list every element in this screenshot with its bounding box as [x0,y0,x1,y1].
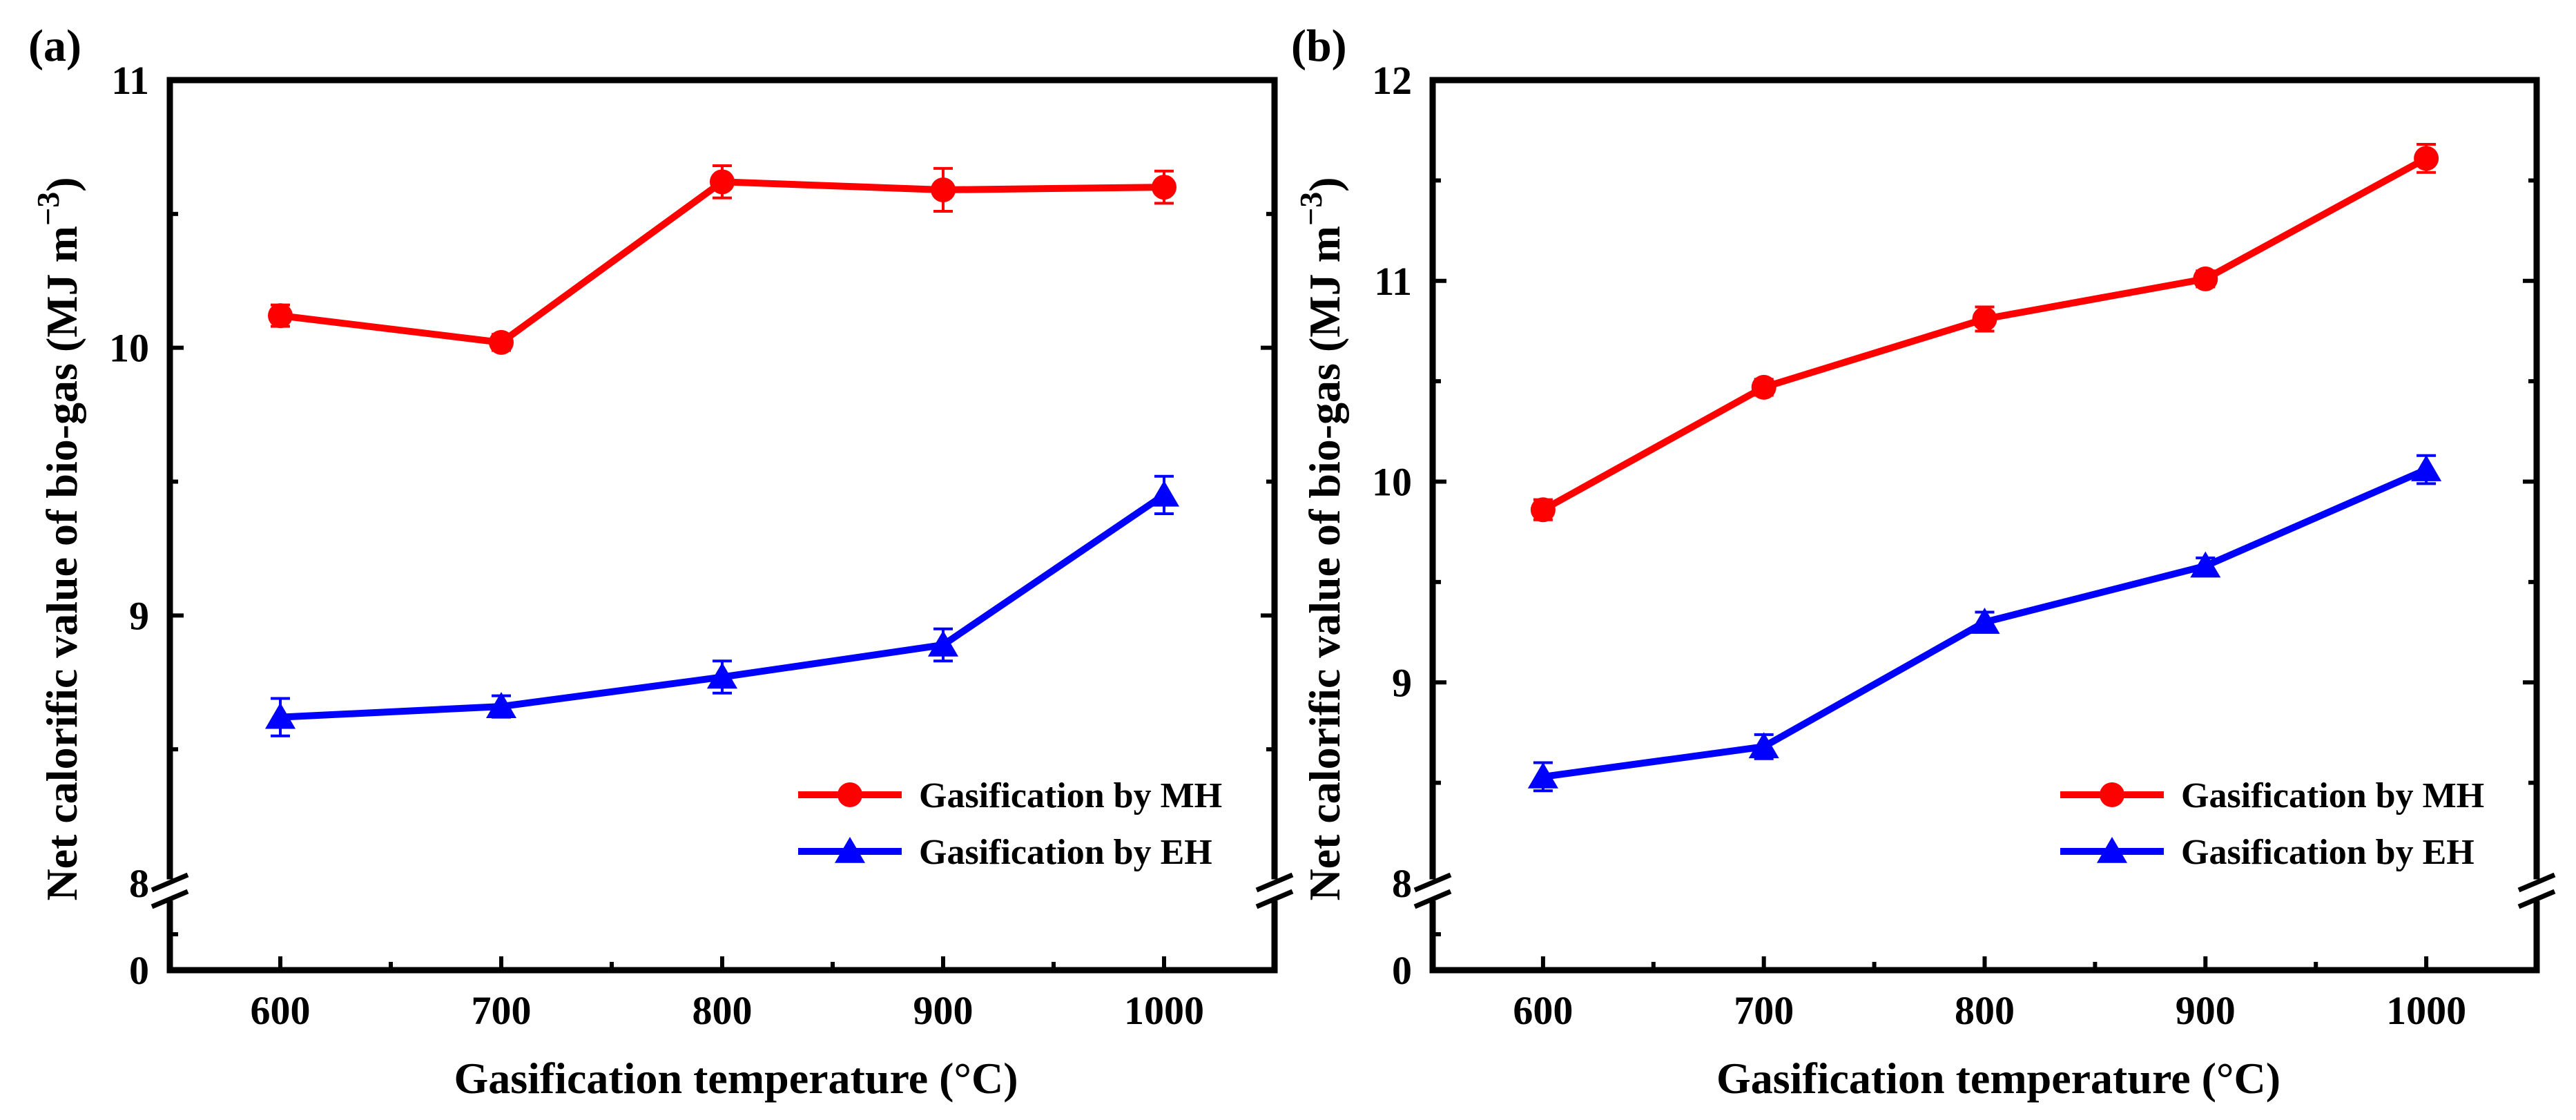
y-tick-label: 8 [1392,861,1412,906]
data-point-triangle [1969,608,2000,634]
y-tick-label: 12 [1372,58,1412,103]
axis-break-mark [1413,872,1452,909]
x-tick-label: 1000 [1124,988,1204,1033]
data-point-triangle [1748,732,1779,759]
y-tick-label: 9 [129,593,149,638]
data-point-circle [1530,497,1556,523]
axis-break-slash [2517,872,2556,893]
axis-break-slash [2517,889,2556,909]
data-point-triangle [2411,455,2442,481]
panel-b: 8 9 10 11 12 0 600 700 800 900 1000 Gasification te… [1291,21,2556,1103]
legend-marker-triangle [834,837,866,863]
legend-marker-triangle [2096,837,2128,863]
y-axis-title: Net calorific value of bio-gas (MJ m−3) [30,177,86,900]
legend-marker-circle [837,782,862,807]
panel-label: (a) [28,21,81,71]
y-tick-label: 9 [1392,660,1412,705]
legend-entry: Gasification by MH [919,776,1222,815]
axis-break-slash [151,889,189,909]
y-tick-label: 8 [129,861,149,906]
x-axis-title: Gasification temperature (°C) [454,1054,1018,1103]
data-point-circle [2193,266,2218,291]
data-point-triangle [1148,480,1180,507]
data-point-circle [931,177,956,202]
axis-break-slash [151,872,189,893]
x-tick-label: 700 [472,988,532,1033]
data-point-circle [710,169,735,195]
y-tick-label: 10 [109,326,149,371]
axis-break-slash [1413,889,1452,909]
legend-entry: Gasification by MH [2181,776,2484,815]
data-point-triangle [485,692,517,718]
data-point-circle [268,303,293,329]
legend: Gasification by MH Gasification by EH [2060,776,2484,872]
axis-break-mark [2517,872,2556,909]
x-tick-label: 800 [1955,988,2015,1033]
panel-label: (b) [1291,21,1347,71]
y-axis-title-main: Net calorific value of bio-gas (MJ m [1300,226,1349,901]
legend: Gasification by MH Gasification by EH [798,776,1222,872]
data-point-circle [1152,175,1176,200]
y-tick-label: 10 [1372,460,1412,505]
x-tick-label: 800 [693,988,753,1033]
data-point-circle [489,329,514,355]
data-point-triangle [706,662,738,689]
legend-entry: Gasification by EH [2181,833,2475,872]
y-axis-title-close: ) [1300,177,1349,191]
x-tick-label: 900 [2176,988,2236,1033]
panel-a: 8 9 10 11 0 600 700 800 900 1000 Gasification temp… [28,21,1294,1103]
series-line [280,178,1165,346]
data-point-triangle [2190,551,2221,578]
series-line [1541,155,2428,513]
legend-entry: Gasification by EH [919,833,1212,872]
x-axis-title: Gasification temperature (°C) [1716,1054,2280,1103]
y-tick-label-zero: 0 [1392,948,1412,993]
data-point-triangle [1527,762,1558,789]
x-tick-label: 600 [1513,988,1573,1033]
y-axis-title: Net calorific value of bio-gas (MJ m−3) [1293,177,1349,900]
y-tick-label-zero: 0 [129,948,149,993]
y-axis-title-close: ) [37,177,86,191]
axis-break-slash [1255,889,1294,909]
y-tick-label: 11 [111,58,149,103]
y-axis-title-main: Net calorific value of bio-gas (MJ m [37,226,86,901]
data-point-circle [1972,306,1997,331]
x-tick-label: 700 [1734,988,1794,1033]
y-axis-title-exponent: −3 [30,192,66,226]
x-tick-label: 900 [913,988,974,1033]
series-mh [1530,143,2439,523]
x-tick-label: 1000 [2386,988,2466,1033]
axis-break-slash [1255,872,1294,893]
y-tick-label: 11 [1374,259,1412,304]
y-axis-title-exponent: −3 [1293,192,1328,226]
data-point-circle [2414,146,2439,171]
legend-marker-circle [2100,782,2124,807]
x-tick-label: 600 [251,988,311,1033]
axis-break-mark [151,872,189,909]
axis-break-mark [1255,872,1294,909]
series-eh [1527,454,2442,793]
data-point-triangle [264,702,296,729]
data-point-circle [1751,374,1776,400]
series-eh [264,474,1180,737]
data-point-triangle [927,630,959,657]
series-mh [268,164,1176,355]
axis-break-slash [1413,872,1452,893]
